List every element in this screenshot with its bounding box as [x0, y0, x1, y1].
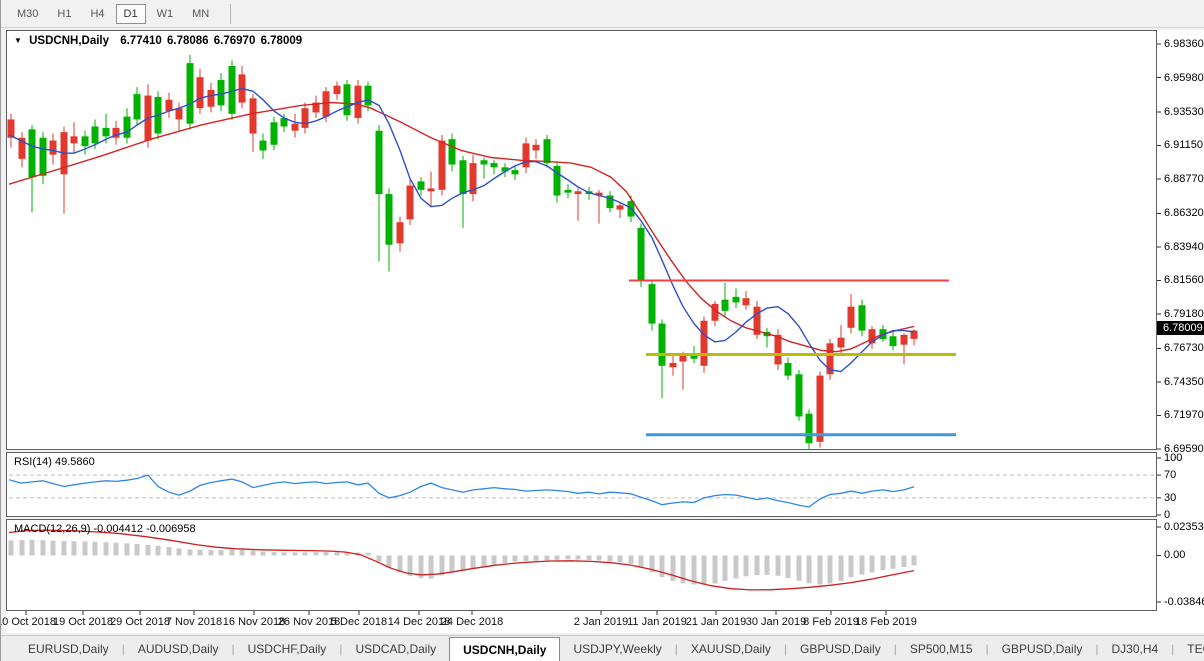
date-axis-label: 26 Nov 2018 — [277, 616, 341, 628]
date-axis-label: 7 Nov 2018 — [165, 616, 223, 628]
price-axis-label: 6.88770 — [1164, 173, 1204, 185]
ohlc-open: 6.77410 — [120, 35, 162, 47]
macd-label: MACD(12,26,9) -0.004412 -0.006958 — [14, 523, 196, 535]
tab-separator: | — [231, 641, 235, 656]
chart-tab-xauusd-daily[interactable]: XAUUSD,Daily — [690, 641, 771, 656]
chart-tab-eurusd-daily[interactable]: EURUSD,Daily — [28, 641, 109, 656]
timeframe-button-m30[interactable]: M30 — [17, 7, 39, 20]
tab-separator: | — [339, 641, 343, 656]
date-axis-label: 8 Feb 2019 — [803, 616, 859, 628]
chart-tab-gbpusd-daily[interactable]: GBPUSD,Daily — [800, 641, 881, 656]
date-axis-label: 30 Jan 2019 — [745, 616, 807, 628]
price-axis-label: 6.83940 — [1164, 240, 1204, 253]
tab-separator: | — [121, 641, 125, 656]
tab-separator: | — [1171, 641, 1175, 656]
date-axis-label: 19 Oct 2018 — [53, 616, 113, 628]
chart-tab-sp500-m15[interactable]: SP500,M15 — [909, 641, 973, 656]
rsi-panel[interactable] — [6, 452, 1157, 517]
price-axis-label: 6.76730 — [1164, 342, 1204, 355]
price-axis-label: 6.74350 — [1164, 375, 1204, 388]
price-axis-label: 6.71970 — [1164, 409, 1204, 422]
date-axis-label: 5 Dec 2018 — [330, 616, 388, 628]
date-axis[interactable] — [6, 611, 1204, 633]
chart-tab-bar: EURUSD,Daily | AUDUSD,Daily | USDCHF,Daily | U… — [1, 635, 1204, 661]
chart-tab-audusd-daily[interactable]: AUDUSD,Daily — [137, 641, 219, 656]
timeframe-button-d1[interactable]: D1 — [115, 3, 146, 24]
rsi-axis-label: 100 — [1164, 452, 1183, 464]
price-axis[interactable] — [1157, 30, 1204, 611]
date-axis-label: 14 Dec 2018 — [387, 616, 451, 628]
chart-tab-usdchf-daily[interactable]: USDCHF,Daily — [247, 641, 327, 656]
tab-separator: | — [783, 641, 788, 656]
chart-tab-tech100[interactable]: TECH100 — [1187, 641, 1204, 656]
price-axis-label: 6.79180 — [1164, 308, 1204, 320]
chart-symbol-label: USDCNH,Daily — [29, 35, 110, 47]
price-axis-label: 6.95980 — [1164, 71, 1204, 84]
chart-tab-usdcnh-daily[interactable]: USDCNH,Daily — [449, 637, 561, 661]
price-axis-label: 6.86320 — [1164, 207, 1204, 220]
tab-separator: | — [985, 641, 989, 656]
rsi-axis-label: 70 — [1164, 469, 1177, 482]
chart-tab-gbpusd-daily[interactable]: GBPUSD,Daily — [1001, 641, 1083, 656]
date-axis-label: 24 Dec 2018 — [440, 616, 504, 628]
current-price-badge: 6.78009 — [1157, 321, 1204, 335]
tab-separator: | — [1095, 641, 1099, 656]
ohlc-low: 6.76970 — [213, 35, 256, 47]
symbol-dropdown-icon[interactable]: ▼ — [14, 36, 22, 45]
price-axis-label: 6.98360 — [1164, 38, 1204, 50]
macd-axis-label: -0.038466 — [1164, 596, 1204, 608]
chart-tab-dj30-h4[interactable]: DJ30,H4 — [1111, 641, 1159, 656]
price-axis-label: 6.91150 — [1164, 139, 1203, 152]
price-axis-label: 6.81560 — [1164, 274, 1204, 287]
date-axis-label: 16 Nov 2018 — [222, 616, 286, 628]
macd-axis-label: 0.023534 — [1164, 521, 1204, 533]
ohlc-close: 6.78009 — [260, 35, 303, 47]
timeframe-button-h4[interactable]: H4 — [90, 7, 105, 20]
timeframe-button-w1[interactable]: W1 — [156, 7, 174, 20]
date-axis-label: 10 Oct 2018 — [0, 616, 56, 628]
tab-separator: | — [893, 641, 897, 656]
rsi-axis-label: 30 — [1164, 491, 1177, 504]
macd-axis-label: 0.00 — [1164, 549, 1186, 562]
rsi-label: RSI(14) 49.5860 — [14, 456, 95, 468]
chart-tab-usdjpy-weekly[interactable]: USDJPY,Weekly — [573, 641, 662, 656]
timeframe-toolbar: M30 H1 H4 D1 W1 MN — [1, 0, 1204, 28]
date-axis-label: 21 Jan 2019 — [685, 616, 747, 628]
tab-separator: | — [674, 641, 678, 656]
price-axis-label: 6.69590 — [1164, 443, 1204, 455]
date-axis-label: 29 Oct 2018 — [110, 616, 170, 628]
date-axis-label: 11 Jan 2019 — [627, 616, 687, 628]
ohlc-high: 6.78086 — [167, 35, 209, 47]
timeframe-button-mn[interactable]: MN — [192, 7, 210, 20]
toolbar-separator — [230, 3, 232, 24]
date-axis-label: 2 Jan 2019 — [573, 616, 629, 628]
chart-tab-usdcad-daily[interactable]: USDCAD,Daily — [355, 641, 437, 656]
date-axis-label: 18 Feb 2019 — [855, 616, 917, 628]
timeframe-button-h1[interactable]: H1 — [57, 7, 72, 20]
main-chart-panel[interactable] — [6, 30, 1157, 450]
price-axis-label: 6.93530 — [1164, 105, 1204, 118]
rsi-axis-label: 0 — [1164, 509, 1171, 521]
chart-title: ▼ USDCNH,Daily 6.77410 6.78086 6.76970 6… — [14, 35, 304, 47]
